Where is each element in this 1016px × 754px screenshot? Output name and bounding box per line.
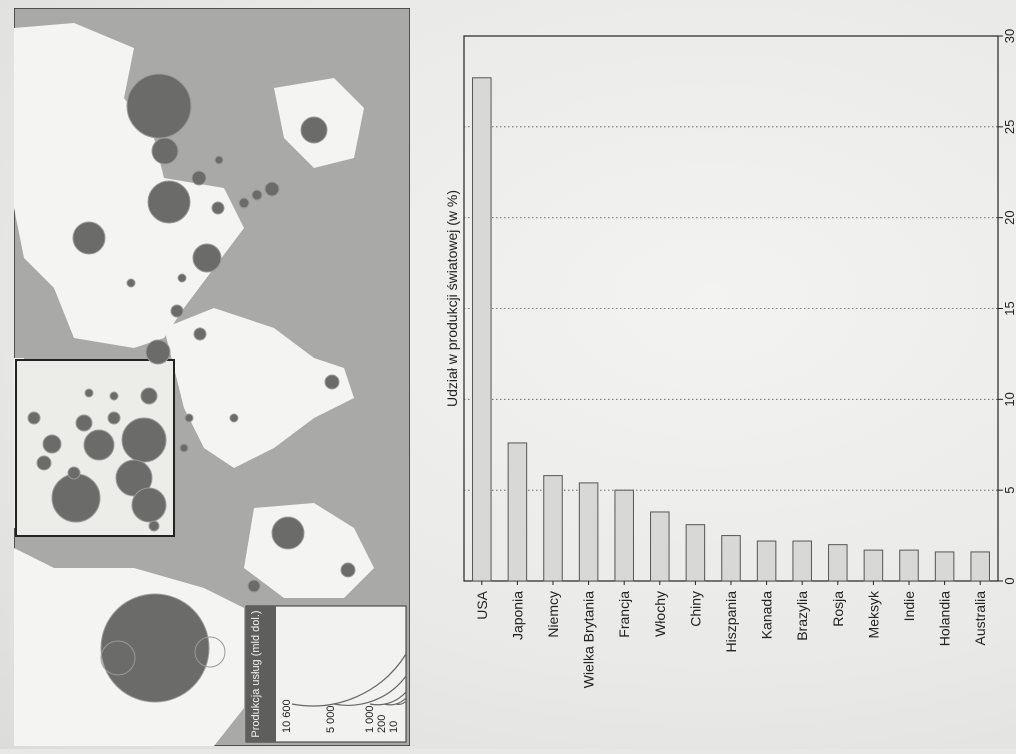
map-bubble	[27, 411, 41, 425]
legend-value: 1 000	[364, 705, 376, 733]
bar	[543, 475, 563, 582]
category-label: Hiszpania	[723, 591, 739, 653]
bar	[792, 540, 812, 582]
map-bubble	[170, 304, 184, 318]
category-label: Niemcy	[545, 591, 561, 638]
map-bubble	[184, 413, 194, 423]
map-bubble	[36, 455, 52, 471]
legend-value: 10	[388, 721, 400, 733]
map-bubble	[42, 434, 62, 454]
map-bubble	[192, 243, 222, 273]
map-bubble	[109, 391, 119, 401]
map-bubble	[271, 516, 305, 550]
bar	[650, 511, 670, 582]
map-bubble	[121, 417, 167, 463]
world-map-panel: Produkcja usług (mld dol.) 10 600 5 000 …	[13, 7, 411, 747]
map-bubble	[126, 73, 192, 139]
legend-value: 5 000	[325, 705, 337, 733]
category-label: Rosja	[830, 591, 846, 627]
legend-value: 200	[376, 715, 388, 733]
map-bubble	[324, 374, 340, 390]
bar	[934, 551, 955, 582]
map-bubble	[51, 473, 101, 523]
map-bubble	[107, 411, 121, 425]
map-bubble	[67, 466, 81, 480]
tick-label: 10	[1002, 392, 1016, 406]
map-bubble	[84, 388, 94, 398]
bar-chart: 0 5 10 15 20 25 30 USA Japonia Niemcy Wielka Bryta…	[444, 29, 1016, 689]
map-bubble	[100, 593, 210, 703]
map-bubble	[191, 170, 207, 186]
tick-label: 25	[1002, 120, 1016, 134]
map-bubble	[140, 387, 158, 405]
tick-label: 30	[1002, 29, 1016, 43]
map-bubble	[251, 189, 263, 201]
map-bubble	[147, 180, 191, 224]
map-bubble	[177, 273, 187, 283]
category-label: Australia	[972, 591, 988, 646]
category-label: Kanada	[759, 591, 775, 639]
map-bubble	[214, 155, 224, 165]
category-label: Indie	[901, 591, 917, 622]
map-bubbles	[27, 73, 356, 703]
bar	[970, 551, 990, 582]
bar	[828, 544, 848, 582]
bar	[614, 489, 634, 582]
tick-label: 15	[1002, 301, 1016, 315]
map-bubble	[264, 181, 280, 197]
tick-label: 5	[1002, 487, 1016, 494]
map-bubble	[247, 579, 261, 593]
bar	[578, 482, 599, 582]
category-label: Japonia	[509, 591, 525, 640]
map-bubble	[145, 339, 171, 365]
map-bubble	[131, 487, 167, 523]
tick-label: 20	[1002, 210, 1016, 224]
bar-chart-panel: 0 5 10 15 20 25 30 USA Japonia Niemcy Wielka Bryta…	[420, 0, 1016, 749]
category-label: USA	[474, 590, 490, 619]
map-bubble	[75, 414, 93, 432]
bar	[685, 524, 706, 582]
map-bubble	[194, 636, 226, 668]
bar	[899, 549, 919, 582]
map-bubble	[229, 413, 239, 423]
bar	[721, 535, 741, 582]
map-bubble	[238, 197, 250, 209]
map-bubble	[126, 278, 136, 288]
map-bubble	[211, 201, 225, 215]
map-bubble	[148, 520, 160, 532]
map-bubble	[300, 116, 328, 144]
bar	[472, 77, 492, 582]
map-bubble	[151, 137, 179, 165]
category-label: Włochy	[652, 591, 668, 637]
world-map: Produkcja usług (mld dol.) 10 600 5 000 …	[13, 7, 411, 747]
map-bubble	[100, 640, 136, 676]
legend-title: Produkcja usług (mld dol.)	[250, 610, 262, 737]
map-bubble	[72, 221, 106, 255]
category-label: Meksyk	[865, 590, 881, 638]
category-label: Chiny	[687, 591, 703, 627]
legend-arcs	[291, 653, 407, 707]
map-legend: Produkcja usług (mld dol.) 10 600 5 000 …	[245, 605, 407, 743]
map-bubble	[83, 429, 115, 461]
y-axis-label: Udział w produkcji światowej (w %)	[444, 190, 460, 407]
tick-label: 0	[1002, 577, 1016, 584]
map-bubble	[340, 562, 356, 578]
bar	[863, 549, 884, 582]
category-label: Holandia	[937, 591, 953, 646]
bar	[756, 540, 777, 582]
bar	[507, 442, 528, 582]
map-bubble	[193, 327, 207, 341]
legend-value: 10 600	[281, 699, 293, 733]
category-label: Wielka Brytania	[581, 591, 597, 688]
map-bubble	[179, 443, 189, 453]
category-label: Brazylia	[794, 591, 810, 641]
category-label: Francja	[616, 591, 632, 638]
legend-header	[246, 606, 276, 742]
